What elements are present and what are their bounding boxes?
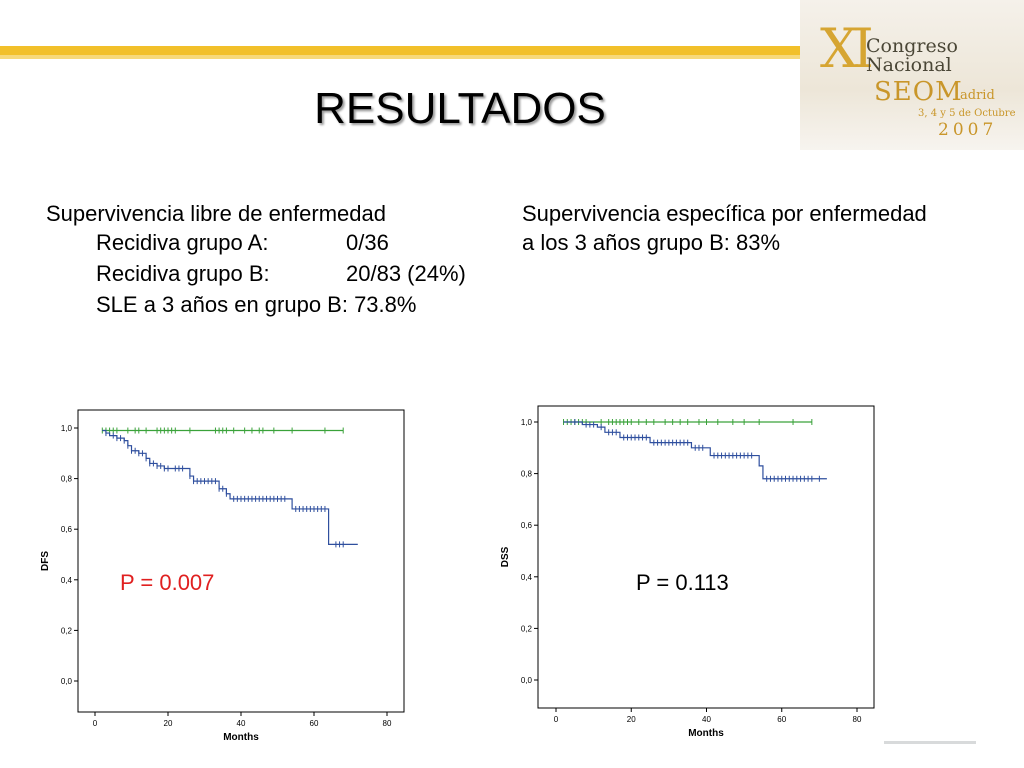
x-tick-label: 20 (627, 715, 636, 724)
x-tick-label: 0 (554, 715, 559, 724)
x-tick-label: 40 (237, 719, 246, 728)
recidiva-b-label: Recidiva grupo B: (96, 261, 270, 286)
x-tick-label: 80 (383, 719, 392, 728)
y-tick-label: 0,4 (521, 573, 533, 582)
dfs-kaplan-meier-chart: 0,0 0,2 0,4 0,6 0,8 1,0 0 20 40 60 80 Months DFS P = … (40, 409, 405, 743)
survival-curve-1 (563, 421, 827, 480)
plot-frame (537, 405, 875, 709)
right-line-2: a los 3 años grupo B: 83% (522, 230, 781, 255)
sle-3-years: SLE a 3 años en grupo B: 73.8% (96, 292, 417, 317)
x-tick-label: 60 (777, 715, 786, 724)
x-axis-label: Months (688, 728, 724, 739)
slide-title: RESULTADOS (314, 84, 606, 133)
recidiva-a-label: Recidiva grupo A: (96, 230, 269, 255)
top-accent-bar-light (0, 55, 840, 59)
logo-line-2: Nacional (866, 54, 952, 76)
logo-roman-numeral: XI (820, 17, 874, 80)
y-axis-label: DFS (40, 551, 51, 571)
x-tick-label: 40 (702, 715, 711, 724)
y-axis-label: DSS (500, 546, 511, 567)
y-tick-label: 0,8 (61, 475, 73, 484)
y-tick-label: 0,2 (521, 624, 533, 633)
dss-kaplan-meier-chart: 0,0 0,2 0,4 0,6 0,8 1,0 0 20 40 60 80 Months DSS P = … (500, 405, 875, 739)
y-tick-label: 0,0 (61, 677, 73, 686)
y-tick-label: 0,6 (521, 521, 533, 530)
y-tick-label: 0,2 (61, 626, 73, 635)
x-axis-label: Months (223, 732, 259, 743)
logo-line-1: Congreso (866, 35, 958, 57)
logo-seom: SEOM (874, 77, 963, 107)
left-heading: Supervivencia libre de enfermedad (46, 201, 386, 226)
logo-dates: 3, 4 y 5 de Octubre (918, 108, 1016, 119)
x-tick-label: 20 (164, 719, 173, 728)
recidiva-b-value: 20/83 (24%) (346, 261, 466, 286)
y-tick-label: 1,0 (521, 418, 533, 427)
p-value-annotation: P = 0.113 (636, 570, 729, 595)
y-tick-label: 0,4 (61, 576, 73, 585)
x-tick-label: 0 (93, 719, 98, 728)
top-accent-bar (0, 46, 840, 55)
p-value-annotation: P = 0.007 (120, 570, 214, 595)
y-tick-label: 0,8 (521, 470, 533, 479)
x-tick-label: 60 (310, 719, 319, 728)
y-tick-label: 1,0 (61, 424, 73, 433)
plot-frame (77, 409, 405, 713)
footer-line (884, 741, 976, 744)
x-tick-label: 80 (853, 715, 862, 724)
congress-logo: XI Congreso Nacional SEOM adrid 3, 4 y 5… (800, 0, 1024, 150)
right-line-1: Supervivencia específica por enfermedad (522, 201, 927, 226)
logo-city: adrid (960, 88, 995, 103)
logo-year: 2007 (938, 120, 998, 140)
recidiva-a-value: 0/36 (346, 230, 389, 255)
y-tick-label: 0,6 (61, 525, 73, 534)
y-tick-label: 0,0 (521, 676, 533, 685)
